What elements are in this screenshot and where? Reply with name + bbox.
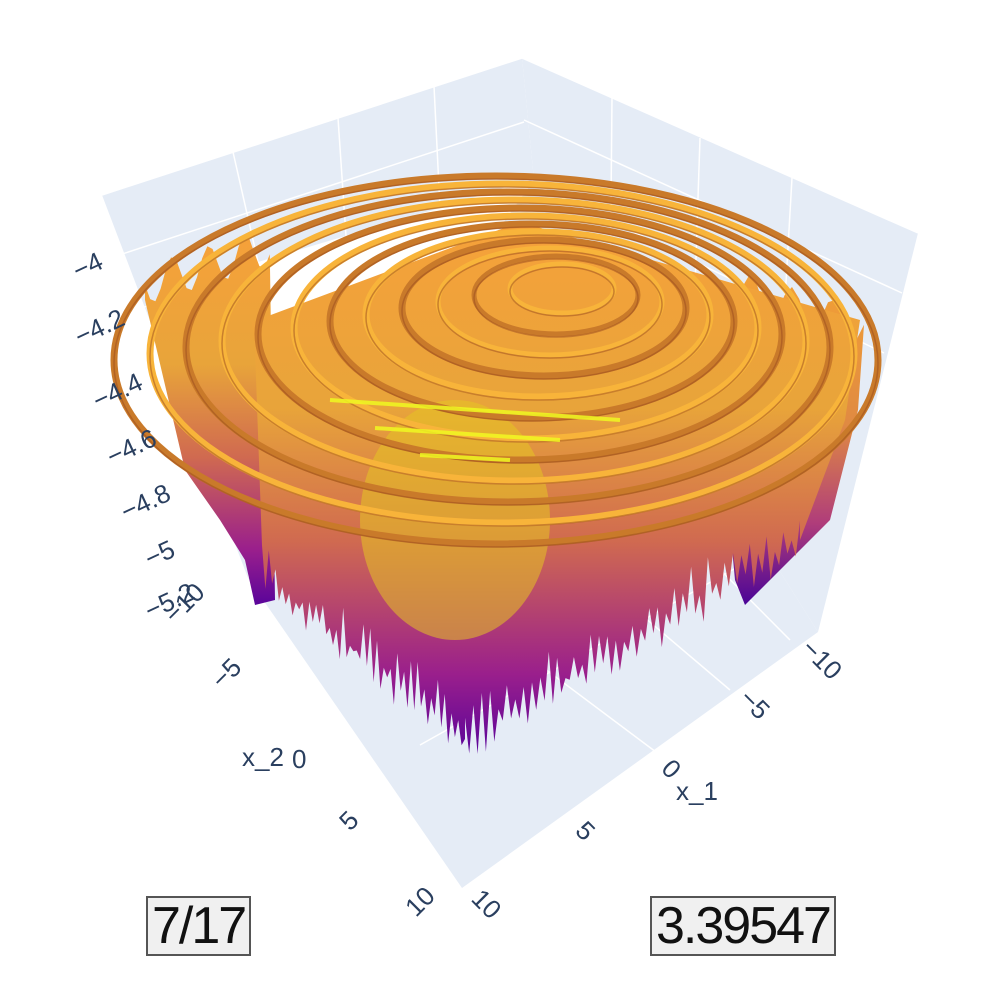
surface-ridge-highlight — [329, 398, 621, 422]
surface-ridge-shadow — [473, 258, 639, 338]
surface-ridge-shadow — [401, 242, 687, 380]
surface-ridge-shadow — [293, 218, 759, 443]
surface-ridge-shadow — [185, 194, 831, 506]
surface-ridge-shadow — [365, 234, 711, 401]
y-tick-label: 5 — [333, 805, 364, 836]
y-axis-title: x_2 — [242, 742, 284, 772]
surface-ridge-shadow — [149, 186, 855, 527]
surface-left-wall — [145, 234, 275, 605]
surface-ridge-shadow — [113, 178, 879, 548]
grid-line — [232, 151, 259, 263]
surface-ridge-highlight — [374, 426, 561, 442]
surface-ridge-shadow — [329, 226, 735, 422]
y-tick-label: 10 — [399, 881, 441, 923]
surface-ridge-shadow — [509, 266, 615, 317]
x-axis-title: x_1 — [676, 776, 718, 806]
x-tick-label: 5 — [570, 815, 601, 846]
surface-mesh — [110, 172, 882, 754]
z-tick-label: −5 — [140, 534, 180, 574]
z-tick-label: −4.4 — [88, 367, 147, 416]
surface-ridge-highlight — [419, 453, 511, 462]
z-tick-label: −4.6 — [102, 423, 161, 472]
grid-line — [521, 57, 919, 234]
surface-ridge-shadow — [221, 202, 807, 485]
surface-ridge-shadow — [437, 250, 663, 359]
surface-ridge-shadow — [257, 210, 783, 464]
z-tick-label: −4 — [68, 246, 108, 286]
x-tick-label: 10 — [466, 883, 508, 925]
y-tick-label: 0 — [292, 744, 306, 774]
grid-line — [103, 121, 525, 261]
value-readout: 3.39547 — [650, 896, 836, 956]
x-tick-label: −5 — [734, 683, 776, 725]
y-tick-label: −5 — [205, 652, 247, 694]
grid-line — [101, 57, 523, 196]
z-tick-label: −4.8 — [116, 478, 175, 527]
y-tick-label: −10 — [158, 577, 210, 629]
frame-counter: 7/17 — [146, 896, 252, 956]
z-tick-label: −4.2 — [70, 303, 129, 352]
